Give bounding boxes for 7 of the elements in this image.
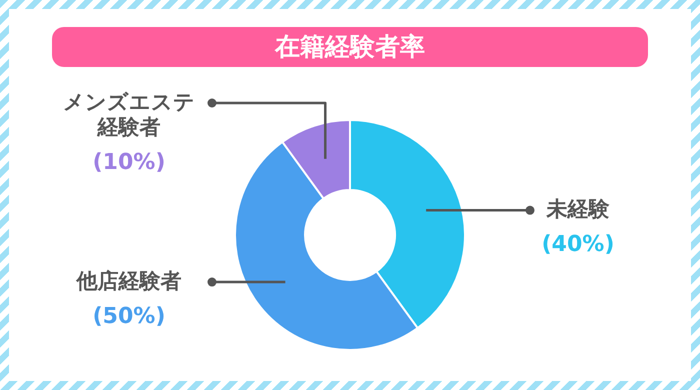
chart-title: 在籍経験者率 bbox=[52, 27, 648, 67]
data-label: (10%) bbox=[92, 150, 166, 176]
data-label: (40%) bbox=[540, 232, 616, 258]
slice-label: メンズエステ経験者 bbox=[62, 90, 196, 140]
data-label: (50%) bbox=[92, 304, 166, 330]
slice-label: 未経験 bbox=[545, 197, 610, 222]
slice-label: 他店経験者 bbox=[75, 269, 182, 294]
